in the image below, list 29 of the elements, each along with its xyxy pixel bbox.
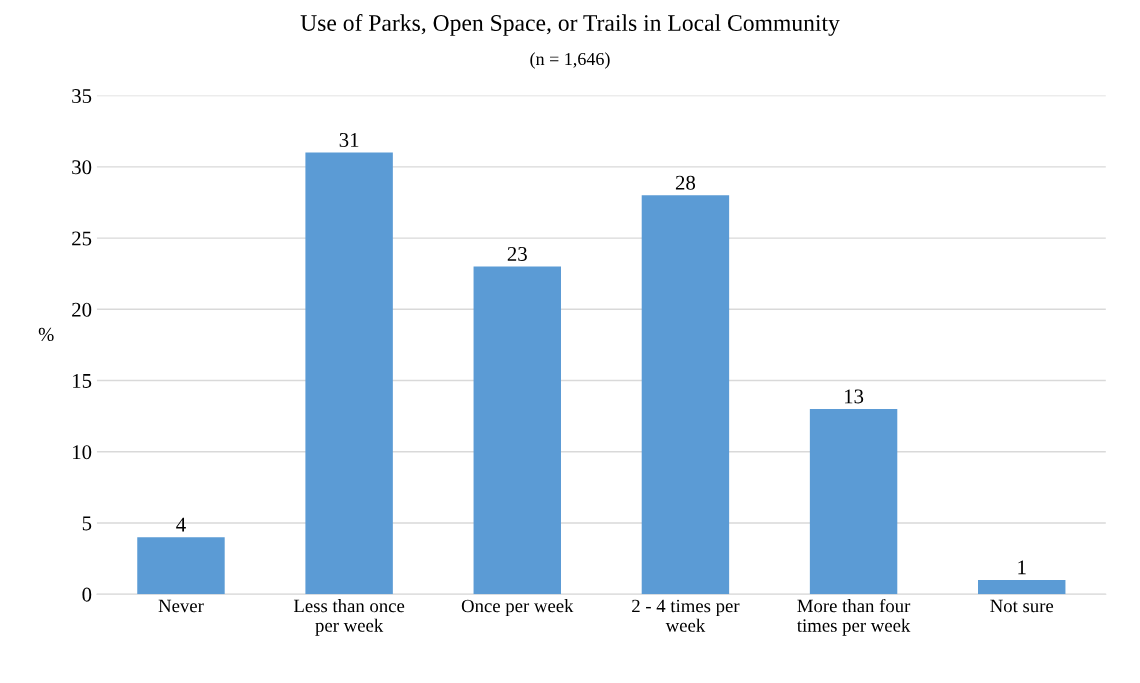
y-tick-label: 10 [73,445,92,460]
bar [473,266,561,595]
y-axis-title: % [38,327,54,342]
y-tick-label: 25 [72,231,92,246]
y-tick-label: 35 [72,89,92,104]
data-label: 31 [339,132,359,147]
data-label: 1 [1018,560,1026,575]
y-tick-label: 20 [72,302,92,317]
bar [809,409,898,595]
data-label: 23 [507,246,527,261]
bar [137,537,225,595]
y-tick-label: 30 [72,160,92,175]
bar [305,152,393,595]
x-tick-label: Not sure [990,599,1054,613]
chart-title: Use of Parks, Open Space, or Trails in Local Community [300,14,840,36]
chart-subtitle: (n = 1,646) [530,52,610,69]
x-tick-label: Never [158,599,204,613]
x-tick-label: More than four times per week [797,598,911,636]
bar [978,579,1066,595]
y-tick-label: 5 [82,516,92,531]
x-tick-label: Once per week [461,599,574,617]
data-label: 13 [844,389,864,404]
data-label: 4 [176,517,186,532]
y-tick-label: 0 [82,587,92,602]
x-tick-label: Less than once per week [293,599,405,636]
data-label: 28 [675,175,696,190]
x-tick-label: 2 - 4 times per week [632,599,740,632]
bar [641,195,730,595]
y-tick-label: 15 [73,374,92,388]
